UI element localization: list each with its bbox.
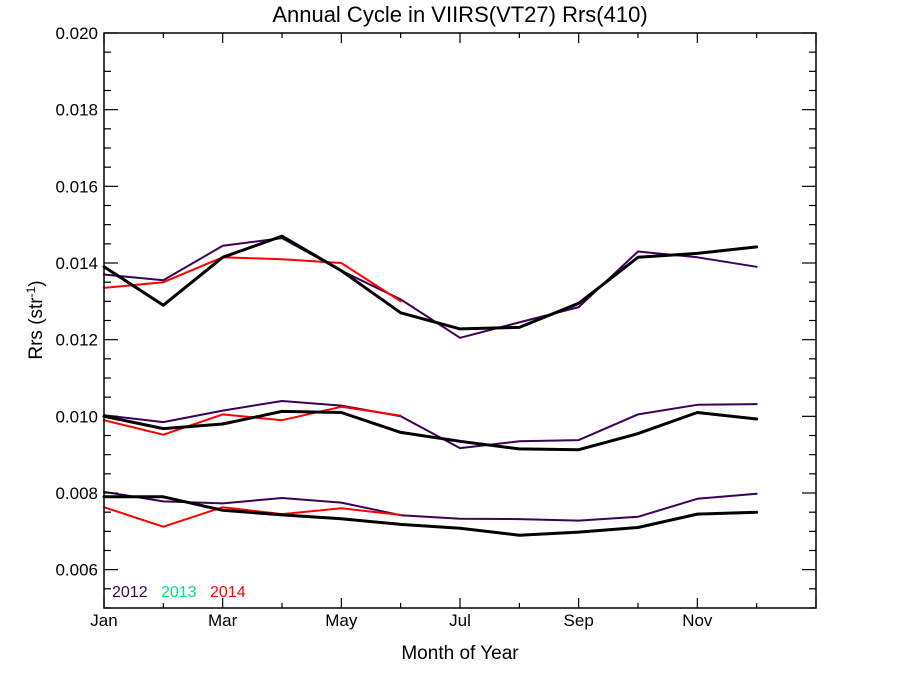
y-tick-label: 0.020	[55, 24, 98, 43]
y-axis: 0.006 0.008 0.010 0.012 0.014 0.016 0.018 0.020	[55, 24, 816, 609]
chart-title: Annual Cycle in VIIRS(VT27) Rrs(410)	[272, 2, 647, 27]
x-tick-label: Mar	[208, 611, 238, 630]
plot-frame	[103, 32, 817, 609]
series-line-lower-mean	[102, 495, 759, 537]
y-axis-label-exponent: -1	[24, 286, 38, 297]
x-tick-label: Jan	[90, 611, 117, 630]
y-axis-label-close: )	[26, 280, 47, 286]
y-axis-label-main: Rrs (str	[26, 297, 47, 360]
series-layer	[102, 234, 759, 537]
legend-item-2012: 2012	[112, 584, 148, 601]
series-line-lower-2012	[103, 490, 758, 522]
series-line-lower-2014	[103, 506, 402, 528]
series-line-upper-2014	[103, 256, 402, 303]
x-axis-label: Month of Year	[401, 643, 519, 664]
x-tick-label: May	[325, 611, 358, 630]
y-tick-label: 0.008	[55, 484, 98, 503]
y-tick-label: 0.006	[55, 561, 98, 580]
y-tick-label: 0.014	[55, 254, 98, 273]
y-tick-label: 0.016	[55, 177, 98, 196]
y-axis-label: Rrs (str-1)	[24, 280, 47, 359]
y-tick-label: 0.012	[55, 331, 98, 350]
x-tick-label: Jul	[449, 611, 471, 630]
series-line-upper-mean	[102, 234, 759, 331]
legend-item-2014: 2014	[210, 584, 246, 601]
x-tick-label: Sep	[564, 611, 594, 630]
series-line-upper-2012	[103, 237, 758, 339]
series-line-middle-mean	[102, 409, 759, 452]
x-axis: Jan Mar May Jul Sep Nov	[90, 33, 817, 630]
x-tick-label: Nov	[682, 611, 713, 630]
legend-item-2013: 2013	[161, 584, 197, 601]
y-tick-label: 0.010	[55, 407, 98, 426]
series-line-middle-2012	[103, 400, 758, 450]
legend: 2012 2013 2014	[112, 584, 246, 601]
y-tick-label: 0.018	[55, 101, 98, 120]
